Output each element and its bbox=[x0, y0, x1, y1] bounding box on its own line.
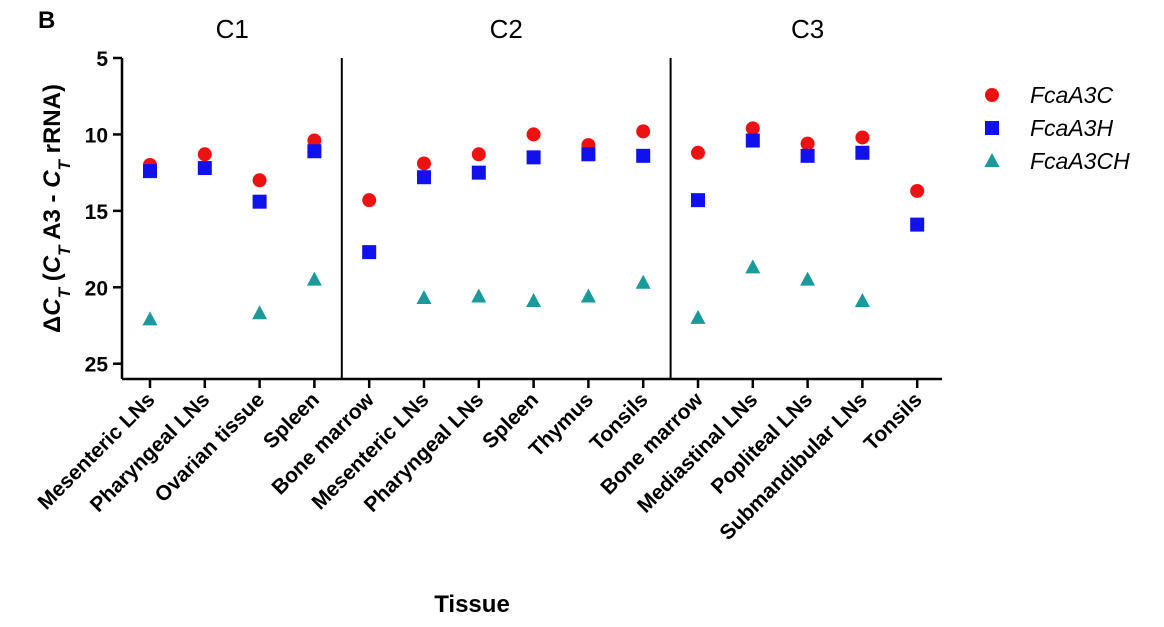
point-fcaa3h bbox=[197, 161, 212, 176]
point-fcaa3h bbox=[362, 245, 377, 260]
y-axis-title-part: A3 - bbox=[39, 188, 66, 246]
y-axis-ticks: 5 10 15 20 25 bbox=[85, 48, 122, 377]
panel-label: B bbox=[38, 7, 55, 34]
point-fcaa3ch bbox=[635, 274, 651, 289]
point-fcaa3h bbox=[526, 150, 541, 165]
y-tick-label: 10 bbox=[85, 124, 108, 147]
point-fcaa3ch bbox=[580, 288, 596, 303]
axes bbox=[120, 58, 942, 381]
point-fcaa3c bbox=[800, 136, 815, 151]
point-fcaa3c bbox=[471, 147, 486, 162]
point-fcaa3ch bbox=[471, 288, 487, 303]
y-axis-title-part: rRNA) bbox=[39, 84, 66, 160]
legend: FcaA3C FcaA3H FcaA3CH bbox=[1030, 82, 1130, 174]
point-fcaa3h bbox=[745, 133, 760, 148]
point-fcaa3ch bbox=[800, 271, 816, 286]
point-fcaa3c bbox=[745, 121, 760, 136]
point-fcaa3h bbox=[910, 217, 925, 232]
legend-entry: FcaA3H bbox=[1030, 115, 1113, 141]
y-axis-title-part: Δ bbox=[39, 316, 66, 333]
y-axis-title-part: ( bbox=[39, 273, 66, 288]
y-axis-title-part: C bbox=[39, 170, 66, 188]
point-fcaa3h bbox=[307, 144, 322, 159]
y-tick-label: 15 bbox=[85, 201, 109, 224]
point-fcaa3h bbox=[417, 170, 431, 185]
y-tick-label: 5 bbox=[96, 48, 108, 71]
legend-marker bbox=[984, 153, 1000, 167]
y-axis-title-part: C bbox=[39, 298, 66, 316]
point-fcaa3ch bbox=[690, 309, 706, 324]
point-fcaa3h bbox=[800, 148, 815, 163]
point-fcaa3c bbox=[307, 133, 322, 148]
point-fcaa3c bbox=[417, 156, 431, 171]
point-fcaa3c bbox=[855, 130, 870, 145]
legend-marker bbox=[985, 88, 999, 102]
point-fcaa3c bbox=[252, 173, 267, 188]
point-fcaa3ch bbox=[306, 271, 322, 286]
group-label: C2 bbox=[490, 14, 523, 44]
group-separators bbox=[340, 58, 672, 379]
point-fcaa3h bbox=[471, 165, 486, 180]
point-fcaa3ch bbox=[745, 259, 761, 274]
point-fcaa3h bbox=[252, 194, 267, 209]
point-fcaa3ch bbox=[526, 293, 542, 308]
point-fcaa3ch bbox=[416, 289, 432, 304]
point-fcaa3ch bbox=[142, 311, 158, 326]
group-label: C3 bbox=[791, 14, 824, 44]
y-axis-title-part: C bbox=[39, 255, 66, 273]
point-fcaa3c bbox=[362, 193, 377, 208]
group-label: C1 bbox=[216, 14, 249, 44]
y-axis-title: ΔCT (CT A3 - CT rRNA) bbox=[39, 84, 74, 333]
point-fcaa3ch bbox=[854, 293, 870, 308]
point-fcaa3c bbox=[636, 124, 651, 139]
y-axis-title-part: T bbox=[55, 158, 74, 170]
point-fcaa3c bbox=[691, 145, 705, 160]
legend-entry: FcaA3C bbox=[1030, 82, 1113, 108]
point-fcaa3h bbox=[691, 193, 705, 208]
legend-entry: FcaA3CH bbox=[1030, 148, 1130, 174]
point-fcaa3c bbox=[910, 183, 925, 198]
legend-marker bbox=[985, 121, 999, 135]
point-fcaa3c bbox=[526, 127, 541, 142]
point-fcaa3h bbox=[581, 147, 596, 162]
group-labels: C1 C2 C3 bbox=[216, 14, 825, 44]
point-fcaa3h bbox=[636, 148, 651, 163]
y-tick-label: 25 bbox=[85, 354, 109, 377]
y-axis-title-part: T bbox=[55, 244, 74, 256]
data-markers bbox=[142, 88, 1000, 326]
y-axis-title-part: T bbox=[55, 286, 74, 298]
point-fcaa3h bbox=[143, 164, 157, 179]
point-fcaa3ch bbox=[252, 305, 268, 320]
point-fcaa3h bbox=[855, 145, 870, 160]
y-tick-label: 20 bbox=[85, 277, 108, 300]
point-fcaa3c bbox=[197, 147, 212, 162]
x-axis-title: Tissue bbox=[434, 591, 510, 618]
x-tick-label: Tonsils bbox=[860, 388, 927, 455]
